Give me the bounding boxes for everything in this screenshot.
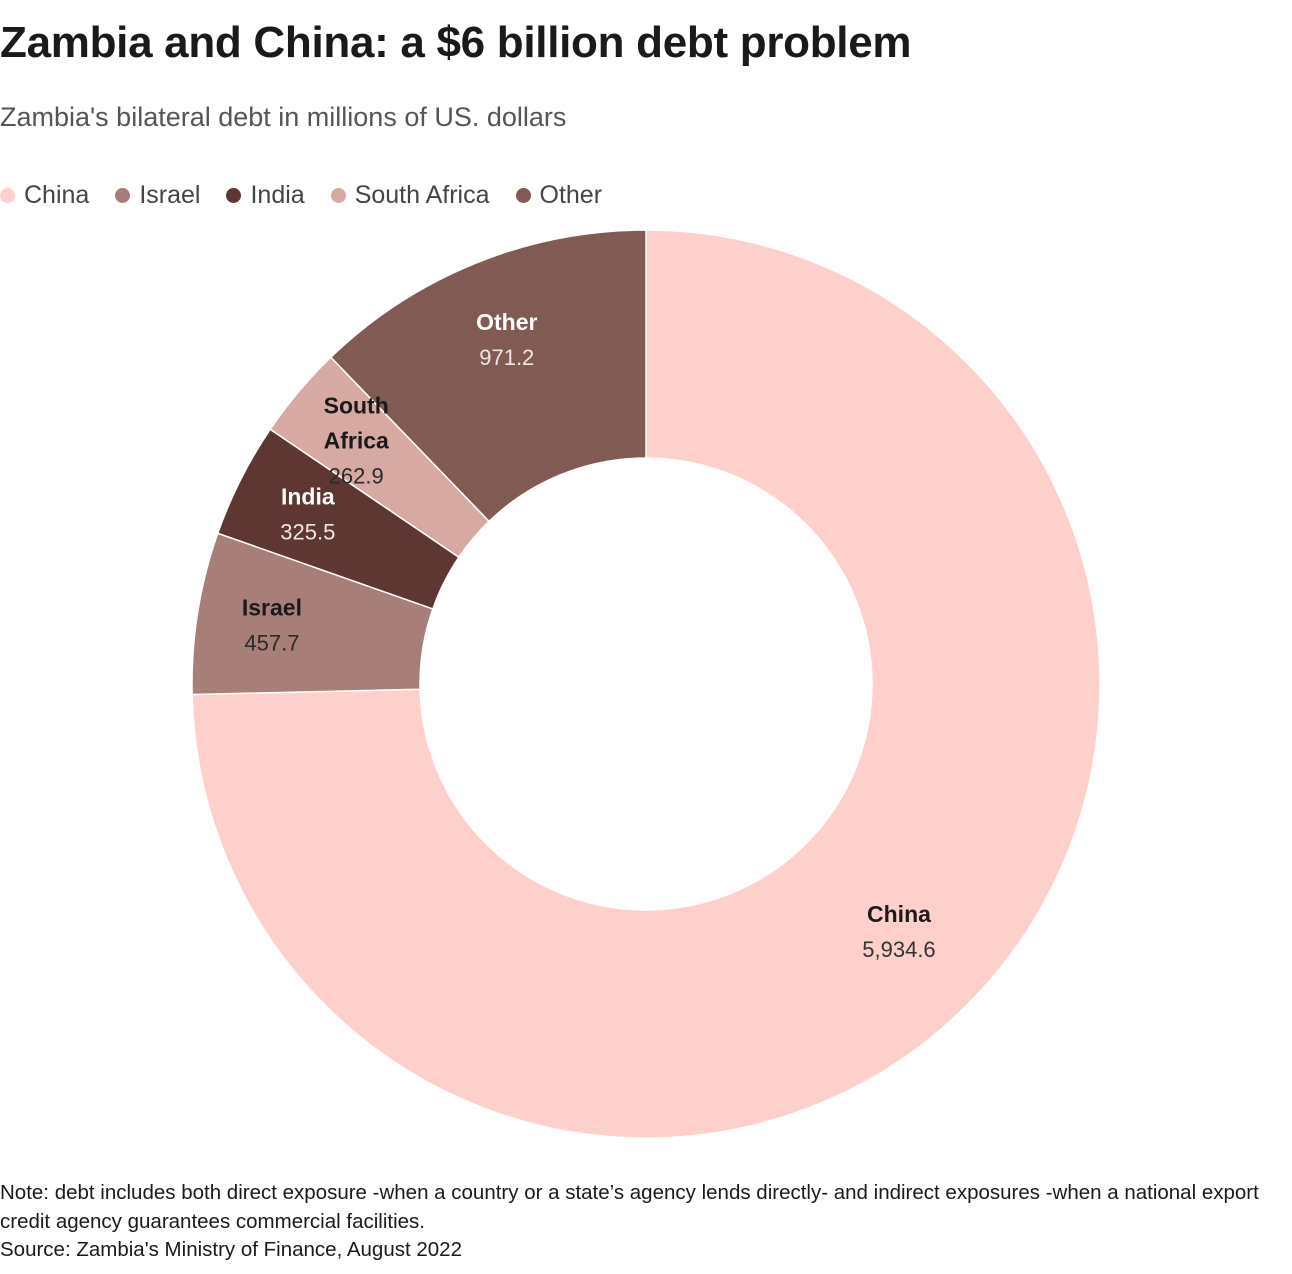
legend-label-israel: Israel (139, 180, 201, 209)
legend-swatch-south-africa (330, 187, 346, 203)
legend-swatch-other (515, 187, 531, 203)
legend-label-other: Other (539, 180, 603, 209)
slice-label-china: China (867, 901, 931, 927)
legend-swatch-india (226, 187, 242, 203)
donut-chart: China 5,934.6 Israel 457.7 India 325.5 South Af… (191, 229, 1101, 1139)
slice-value-south-africa: 262.9 (329, 464, 384, 489)
slice-value-china: 5,934.6 (862, 937, 935, 962)
legend-item-china: China (0, 181, 89, 210)
slice-label-israel: Israel (242, 595, 302, 621)
legend-label-china: China (24, 180, 90, 209)
chart-title: Zambia and China: a $6 billion debt prob… (0, 18, 912, 67)
legend-swatch-israel (115, 187, 131, 203)
slice-label-other: Other (476, 309, 537, 335)
chart-source: Source: Zambia's Ministry of Finance, Au… (0, 1238, 462, 1261)
slice-value-india: 325.5 (280, 519, 335, 544)
legend-label-india: India (250, 180, 305, 209)
slice-china (191, 229, 1101, 1139)
slice-other (329, 229, 647, 523)
legend-label-south-africa: South Africa (354, 180, 490, 209)
chart-note: Note: debt includes both direct exposure… (0, 1181, 1259, 1233)
legend: China Israel India South Africa Other (0, 178, 602, 212)
legend-item-israel: Israel (115, 181, 200, 210)
legend-item-other: Other (515, 180, 603, 210)
legend-item-india: India (226, 180, 305, 210)
legend-swatch-china (0, 187, 15, 203)
slice-value-israel: 457.7 (244, 631, 299, 656)
slice-label-india: India (281, 483, 335, 509)
slice-label-south-africa-2: Africa (324, 428, 389, 454)
slice-label-south-africa-1: South (324, 393, 389, 419)
legend-item-south-africa: South Africa (330, 180, 490, 210)
chart-subtitle: Zambia's bilateral debt in millions of U… (0, 102, 567, 132)
slice-value-other: 971.2 (479, 345, 534, 370)
